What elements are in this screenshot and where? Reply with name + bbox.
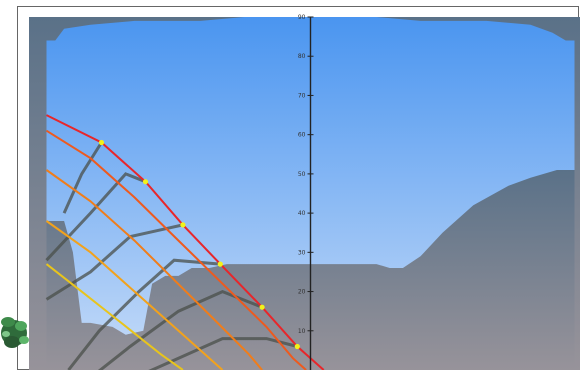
- hour-line-6: [148, 337, 298, 370]
- y-tick-label-80: 80: [298, 53, 306, 60]
- sun-path-1: [46, 114, 325, 370]
- plant-icon: [1, 317, 29, 348]
- y-tick-label-20: 20: [298, 289, 306, 296]
- y-tick-label-40: 40: [298, 210, 306, 217]
- y-tick-label-50: 50: [298, 171, 306, 178]
- sun-path-2: [45, 129, 307, 370]
- hour-marker-2: [142, 179, 149, 185]
- sun-path-4: [45, 220, 224, 370]
- y-tick-label-30: 30: [298, 249, 306, 256]
- hour-marker-1: [98, 139, 105, 146]
- y-tick-label-90: 90: [298, 14, 306, 21]
- hour-marker-3: [180, 222, 186, 228]
- hour-marker-4: [217, 261, 223, 267]
- hour-line-4: [67, 258, 221, 370]
- sun-path-3: [45, 169, 263, 370]
- hour-line-1: [62, 141, 103, 214]
- hour-marker-5: [259, 304, 265, 310]
- y-tick-label-70: 70: [298, 92, 306, 99]
- sun-path-5: [45, 263, 184, 370]
- hour-marker-6: [294, 343, 300, 350]
- y-tick-label-60: 60: [298, 132, 306, 139]
- y-tick-label-10: 10: [298, 328, 306, 335]
